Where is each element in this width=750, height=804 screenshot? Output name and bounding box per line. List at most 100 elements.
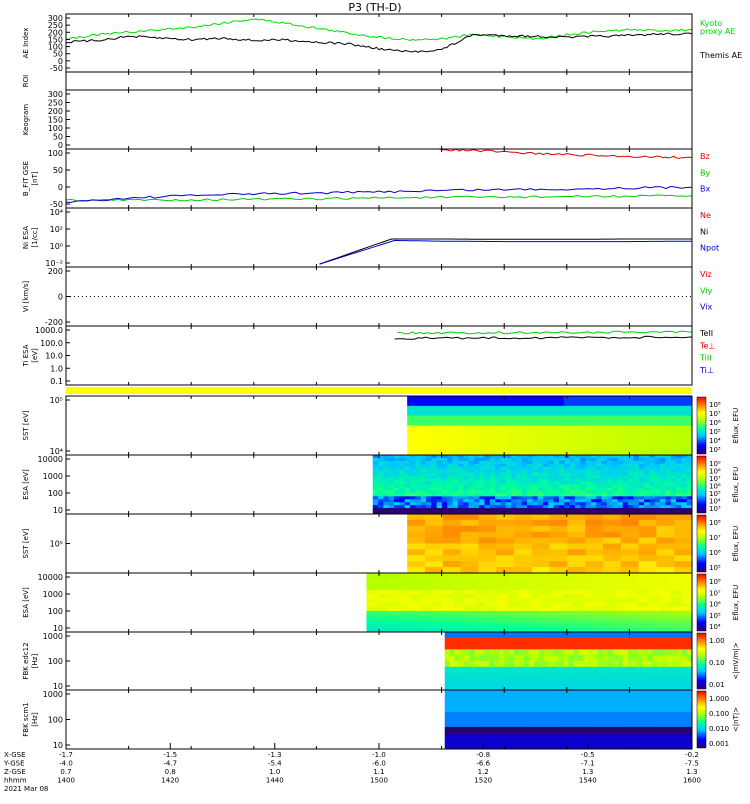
esa-ion-cell [605, 577, 617, 582]
esa-electron-cell [564, 469, 571, 474]
esa-electron-cell [537, 511, 544, 515]
esa-electron-cell [527, 484, 533, 488]
fbk-edc12-cell [642, 684, 648, 691]
fbk-edc12-cell [504, 655, 510, 662]
esa-electron-cell [681, 472, 688, 477]
esa-electron-cell [484, 466, 491, 471]
esa-electron-cell [649, 455, 656, 459]
y-tick-label: 10 [53, 624, 63, 633]
esa-electron-cell [388, 457, 395, 462]
esa-electron-cell [388, 478, 395, 482]
esa-ion-cell [507, 606, 519, 612]
esa-electron-cell [521, 460, 528, 465]
esa-ion-cell [388, 623, 400, 629]
esa-ion-cell [594, 615, 606, 620]
fbk-edc12-cell [538, 649, 545, 656]
esa-electron-cell [468, 478, 475, 482]
esa-electron-cell [452, 502, 459, 506]
fbk-scm1-cell [469, 734, 477, 743]
esa-electron-cell [622, 496, 629, 500]
sst-electron-cell [535, 445, 550, 451]
esa-ion-cell [518, 610, 530, 616]
esa-ion-cell [540, 610, 552, 616]
panel-frame-ae [65, 13, 693, 73]
esa-ion-cell [507, 602, 519, 608]
sst-ion-cell [567, 525, 586, 533]
esa-electron-cell [473, 487, 480, 491]
fbk-scm1-cell [624, 704, 631, 713]
esa-electron-cell [537, 466, 544, 471]
esa-ion-cell [637, 594, 649, 599]
fbk-edc12-cell [682, 655, 688, 662]
fbk-edc12-cell [667, 655, 673, 662]
esa-electron-cell [431, 505, 437, 509]
sst-ion-cell [513, 525, 533, 533]
esa-ion-cell [529, 581, 541, 587]
esa-ion-cell [420, 610, 432, 616]
esa-ion-cell [659, 589, 671, 595]
fbk-scm1-cell [586, 704, 594, 713]
esa-electron-cell [378, 490, 384, 494]
esa-electron-cell [463, 478, 469, 482]
esa-electron-cell [394, 478, 400, 482]
esa-electron-cell [574, 487, 581, 491]
esa-electron-cell [569, 496, 576, 500]
esa-ion-cell [583, 602, 595, 608]
fbk-edc12-cell [533, 637, 540, 644]
x-tick-label: -7.1 [581, 760, 595, 768]
esa-electron-cell [484, 457, 491, 462]
fbk-edc12-cell [602, 637, 609, 644]
esa-electron-cell [670, 463, 677, 468]
esa-electron-cell [468, 460, 475, 465]
esa-electron-cell [553, 469, 560, 474]
esa-electron-cell [558, 466, 565, 471]
esa-electron-cell [388, 466, 395, 471]
fbk-scm1-cell [481, 712, 489, 720]
fbk-edc12-cell [573, 649, 579, 656]
esa-electron-cell [553, 496, 560, 500]
x-tick-label: 1540 [579, 777, 597, 785]
esa-ion-cell [681, 598, 693, 603]
esa-electron-cell [484, 490, 491, 494]
sst-electron-cell [478, 425, 494, 431]
fbk-edc12-cell [464, 666, 470, 673]
fbk-scm1-cell [568, 719, 575, 728]
fbk-edc12-cell [563, 637, 569, 644]
esa-electron-cell [569, 469, 576, 474]
fbk-edc12-cell [484, 643, 490, 650]
fbk-scm1-cell [580, 704, 588, 713]
fbk-scm1-cell [525, 726, 532, 735]
esa-electron-cell [590, 487, 597, 491]
esa-ion-cell [464, 602, 476, 608]
esa-electron-cell [394, 496, 400, 500]
esa-ion-cell [464, 585, 476, 591]
fbk-edc12-cell [672, 661, 678, 668]
fbk-edc12-cell [672, 684, 678, 691]
fbk-edc12-cell [509, 684, 515, 691]
esa-electron-cell [457, 499, 464, 503]
fbk-edc12-cell [682, 684, 688, 691]
esa-ion-cell [409, 589, 422, 595]
fbk-scm1-cell [488, 690, 495, 698]
esa-ion-cell [626, 619, 639, 624]
esa-electron-cell [628, 475, 634, 479]
esa-electron-cell [596, 493, 602, 497]
esa-electron-cell [527, 455, 533, 459]
esa-electron-cell [521, 508, 528, 512]
esa-electron-cell [617, 502, 624, 506]
sst-ion-cell [478, 567, 497, 574]
esa-electron-cell [484, 493, 491, 497]
sst-electron-cell [663, 415, 679, 421]
esa-ion-cell [366, 585, 378, 591]
esa-electron-cell [633, 460, 640, 465]
fbk-scm1-cell [562, 697, 569, 706]
esa-electron-cell [511, 508, 517, 512]
sst-ion-cell [460, 549, 479, 556]
sst-electron-cell [506, 450, 522, 456]
x-tick-label: -0.8 [476, 751, 490, 759]
esa-ion-cell [616, 581, 628, 587]
fbk-edc12-cell [504, 678, 510, 685]
fbk-edc12-cell [598, 672, 604, 679]
esa-electron-cell [622, 460, 629, 465]
esa-electron-cell [425, 508, 432, 512]
